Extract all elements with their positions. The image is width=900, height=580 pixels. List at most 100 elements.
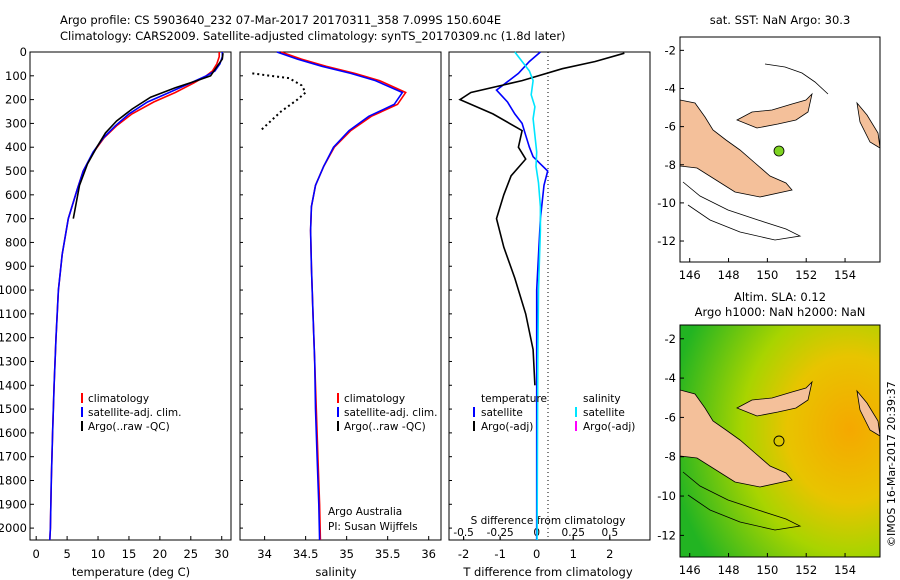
lon-tick-label: 148 <box>718 268 740 282</box>
coast-south <box>682 471 802 531</box>
difference-xlabel: T difference from climatology <box>462 565 633 579</box>
x-tick-label: 20 <box>153 547 168 561</box>
lat-tick-label: -4 <box>665 81 676 95</box>
difference-xlabel-top: S difference from climatology <box>471 515 626 527</box>
y-tick-label: 1500 <box>0 402 27 416</box>
x-tick-label: -2 <box>458 547 469 561</box>
x-tick-label: 34.5 <box>293 547 319 561</box>
sla-map-yticks: -2 -4 -6 -8 -10 -12 <box>657 332 684 542</box>
y-tick-label: 1400 <box>0 378 27 392</box>
temperature-legend: climatology satellite-adj. clim. Argo(..… <box>81 393 181 433</box>
lon-tick-label: 154 <box>834 563 856 577</box>
x-tick-label: 15 <box>122 547 137 561</box>
salinity-plot-frame <box>239 51 442 541</box>
legend-climatology: climatology <box>88 393 149 405</box>
legend-s-argo: Argo(-adj) <box>583 421 635 433</box>
title-line-2: Climatology: CARS2009. Satellite-adjuste… <box>60 29 566 43</box>
lat-tick-label: -12 <box>657 234 676 248</box>
legend-salinity-title: salinity <box>583 393 621 405</box>
argo-position-marker <box>773 435 785 447</box>
sla-map-title-1: Altim. SLA: 0.12 <box>734 290 826 304</box>
coast-south <box>682 181 802 241</box>
land-new-guinea <box>680 99 793 198</box>
y-tick-label: 400 <box>5 140 27 154</box>
depth-yticks: 0 100 200 300 400 500 600 700 800 900 1000 1100 1200… <box>0 45 34 535</box>
y-tick-label: 100 <box>5 69 27 83</box>
series-line <box>72 53 224 219</box>
x-tick-label: -1 <box>494 547 505 561</box>
sst-map-frame <box>679 36 881 263</box>
sla-map-panel: Altim. SLA: 0.12 Argo h1000: NaN h2000: … <box>657 290 881 577</box>
lat-tick-label: -8 <box>665 450 676 464</box>
y-tick-label: 1100 <box>0 307 27 321</box>
lat-tick-label: -6 <box>665 120 676 134</box>
y-tick-label: 900 <box>5 259 27 273</box>
x-tick-label: 2 <box>606 547 613 561</box>
salinity-difference-ticks: -0.5 -0.25 0 0.25 0.5 <box>453 527 618 540</box>
legend-t-argo: Argo(-adj) <box>481 421 533 433</box>
y-tick-label: 1600 <box>0 426 27 440</box>
y-tick-label: 500 <box>5 164 27 178</box>
legend-temperature-title: temperature <box>481 393 547 405</box>
argo-position-marker <box>773 145 785 157</box>
difference-legend: temperature salinity satellite Argo(-adj… <box>473 393 635 433</box>
series-line <box>252 72 307 132</box>
x-tick-label: 35.5 <box>375 547 401 561</box>
legend-satellite-clim: satellite-adj. clim. <box>88 407 181 419</box>
series-line <box>276 51 404 541</box>
temperature-panel: temperature (deg C) 0 5 10 15 20 25 30 0 100 200… <box>0 45 232 579</box>
legend-climatology: climatology <box>344 393 405 405</box>
lon-tick-label: 146 <box>679 563 701 577</box>
sla-map-title-2: Argo h1000: NaN h2000: NaN <box>695 305 866 319</box>
pi-label: PI: Susan Wijffels <box>328 521 418 533</box>
x-tick-label: 35 <box>339 547 354 561</box>
lat-tick-label: -2 <box>665 43 676 57</box>
lon-tick-label: 154 <box>834 268 856 282</box>
series-line <box>514 51 542 541</box>
land-new-britain <box>736 380 813 417</box>
land-new-ireland <box>764 63 829 95</box>
lat-tick-label: -4 <box>665 371 676 385</box>
x-tick-label: 36 <box>421 547 436 561</box>
lat-tick-label: -10 <box>657 196 676 210</box>
sst-map-xticks: 146 148 150 152 154 <box>679 258 856 282</box>
x-tick-label: 0 <box>33 547 40 561</box>
s-tick-label: -0.25 <box>487 527 514 539</box>
x-tick-label: 0 <box>533 547 540 561</box>
s-tick-label: 0.5 <box>601 527 618 539</box>
y-tick-label: 700 <box>5 212 27 226</box>
footer-credit: ©IMOS 16-Mar-2017 20:39:37 <box>885 381 898 547</box>
land-bougainville <box>856 101 880 149</box>
x-tick-label: 30 <box>214 547 229 561</box>
y-tick-label: 1000 <box>0 283 27 297</box>
difference-panel: T difference from climatology S differen… <box>448 51 651 579</box>
lat-tick-label: -12 <box>657 528 676 542</box>
y-tick-label: 1300 <box>0 354 27 368</box>
salinity-legend: climatology satellite-adj. clim. Argo(..… <box>337 393 437 433</box>
y-tick-label: 1700 <box>0 450 27 464</box>
lon-tick-label: 150 <box>756 563 778 577</box>
x-tick-label: 10 <box>91 547 106 561</box>
series-line <box>280 51 407 541</box>
salinity-xlabel: salinity <box>315 565 356 579</box>
sla-map-frame <box>679 324 881 558</box>
s-tick-label: -0.5 <box>453 527 474 539</box>
y-tick-label: 1900 <box>0 497 27 511</box>
salinity-lines <box>252 51 407 541</box>
legend-satellite-clim: satellite-adj. clim. <box>344 407 437 419</box>
lon-tick-label: 150 <box>756 268 778 282</box>
x-tick-label: 1 <box>570 547 577 561</box>
salinity-panel: salinity 34 34.5 35 35.5 36 climatology sate… <box>239 51 442 579</box>
lon-tick-label: 152 <box>795 563 817 577</box>
sla-map-xticks: 146 148 150 152 154 <box>679 553 856 577</box>
legend-argo: Argo(..raw -QC) <box>344 421 426 433</box>
lat-tick-label: -6 <box>665 410 676 424</box>
y-tick-label: 200 <box>5 93 27 107</box>
temperature-xticks: 0 5 10 15 20 25 30 <box>33 536 229 561</box>
lat-tick-label: -8 <box>665 158 676 172</box>
series-line <box>49 52 220 541</box>
lat-tick-label: -10 <box>657 489 676 503</box>
series-line <box>495 51 549 540</box>
land-bougainville <box>856 389 880 437</box>
